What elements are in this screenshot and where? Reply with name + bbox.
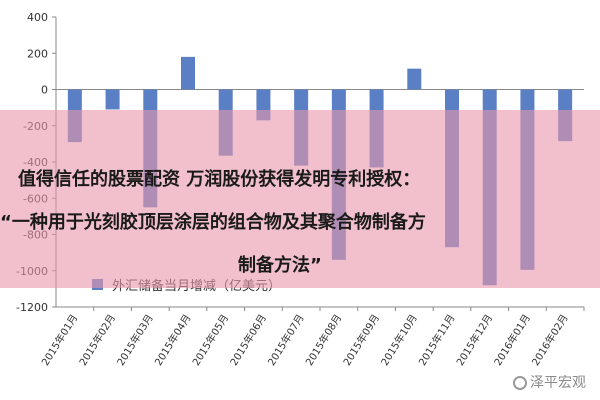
x-tick-label: 2015年02月 xyxy=(76,312,118,368)
watermark-text: 泽平宏观 xyxy=(530,375,586,391)
circle-logo-icon xyxy=(513,376,527,390)
x-tick-label: 2015年12月 xyxy=(453,312,495,368)
bar xyxy=(407,68,422,90)
x-tick-label: 2015年03月 xyxy=(114,312,156,368)
x-tick-label: 2015年04月 xyxy=(152,312,194,368)
y-tick-label: 0 xyxy=(41,84,48,97)
x-tick-label: 2015年10月 xyxy=(378,312,420,368)
x-tick-label: 2015年05月 xyxy=(189,312,231,368)
overlay-banner: 值得信任的股票配资 万润股份获得发明专利授权： “一种用于光刻胶顶层涂层的组合物… xyxy=(0,110,600,288)
x-tick-label: 2015年11月 xyxy=(416,312,458,368)
x-tick-label: 2016年02月 xyxy=(529,312,571,368)
watermark: 泽平宏观 xyxy=(513,372,586,392)
banner-headline-line-2: “一种用于光刻胶顶层涂层的组合物及其聚合物制备方 xyxy=(0,212,426,233)
y-tick-label: 200 xyxy=(27,47,48,60)
banner-headline-line-1: 值得信任的股票配资 万润股份获得发明专利授权： xyxy=(18,169,421,190)
x-tick-label: 2016年01月 xyxy=(491,312,533,368)
x-tick-label: 2015年07月 xyxy=(265,312,307,368)
y-tick-label: -1200 xyxy=(16,301,48,314)
x-tick-label: 2015年06月 xyxy=(227,312,269,368)
banner-headline-line-3: 制备方法” xyxy=(238,255,322,276)
bar xyxy=(105,89,120,110)
bar xyxy=(181,56,195,90)
x-tick-label: 2015年09月 xyxy=(340,312,382,368)
x-tick-label: 2015年08月 xyxy=(303,312,345,368)
x-tick-label: 2015年01月 xyxy=(39,312,81,368)
y-tick-label: 400 xyxy=(27,11,48,24)
